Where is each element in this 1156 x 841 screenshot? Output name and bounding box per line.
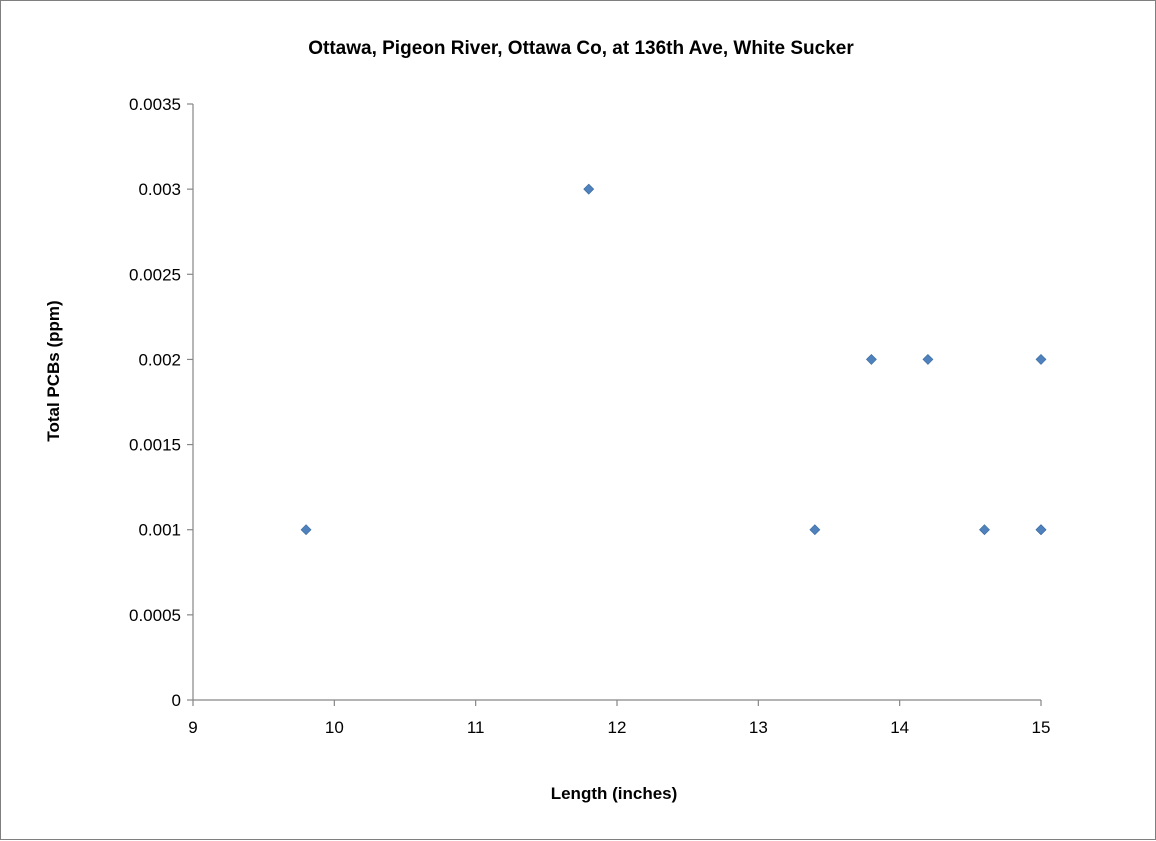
- y-tick-label: 0.0015: [129, 436, 181, 455]
- y-axis: 0 0.0005 0.001 0.0015 0.002 0.0025 0.003 0.0035: [129, 95, 194, 710]
- data-points: [300, 183, 1047, 536]
- y-tick-label: 0.0035: [129, 95, 181, 114]
- data-point: [1035, 524, 1047, 536]
- y-axis-title: Total PCBs (ppm): [44, 300, 63, 441]
- y-tick-label: 0.0025: [129, 265, 181, 284]
- chart-title: Ottawa, Pigeon River, Ottawa Co, at 136t…: [308, 38, 854, 59]
- y-tick-label: 0.0005: [129, 606, 181, 625]
- data-point: [922, 354, 934, 365]
- x-tick-label: 12: [608, 718, 627, 737]
- data-point: [300, 524, 312, 536]
- data-point: [979, 524, 990, 536]
- x-tick-label: 13: [749, 718, 768, 737]
- data-point: [1035, 354, 1047, 365]
- y-tick-label: 0: [172, 691, 181, 710]
- y-tick-label: 0.001: [138, 521, 181, 540]
- data-point: [809, 524, 821, 536]
- x-tick-label: 9: [188, 718, 197, 737]
- y-tick-label: 0.002: [138, 350, 181, 369]
- data-point: [583, 183, 595, 195]
- x-tick-label: 15: [1032, 718, 1051, 737]
- x-axis: 9 10 11 12 13 14 15: [188, 699, 1051, 737]
- data-point: [865, 354, 877, 365]
- y-tick-label: 0.003: [138, 180, 181, 199]
- x-axis-title: Length (inches): [551, 784, 678, 803]
- x-tick-label: 10: [325, 718, 344, 737]
- x-tick-label: 14: [890, 718, 909, 737]
- x-tick-label: 11: [467, 718, 485, 737]
